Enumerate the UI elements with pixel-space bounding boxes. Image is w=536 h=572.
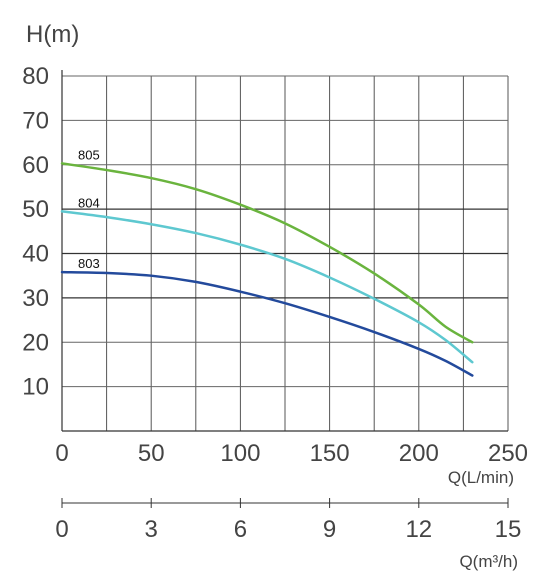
series-line-805 [60, 162, 474, 344]
series-line-804 [60, 210, 474, 364]
y-axis-label: H(m) [26, 21, 79, 48]
x2-tick-label: 0 [55, 516, 68, 543]
x-axis-label: Q(L/min) [448, 468, 514, 487]
y-tick-label: 40 [22, 241, 49, 268]
x2-tick-label: 15 [495, 516, 522, 543]
x2-axis-label: Q(m³/h) [459, 552, 518, 571]
series-lines [60, 162, 474, 377]
series-line-803 [60, 270, 474, 377]
x2-tick-label: 6 [234, 516, 247, 543]
x-tick-label: 250 [488, 440, 528, 467]
y-tick-label: 80 [22, 63, 49, 90]
x-tick-label: 200 [399, 440, 439, 467]
x2-tick-label: 12 [405, 516, 432, 543]
x-tick-label: 0 [55, 440, 68, 467]
y-tick-label: 20 [22, 329, 49, 356]
y-tick-label: 70 [22, 107, 49, 134]
tick-labels: 10 20 30 40 50 60 70 80 0 50 100 150 200 250 0 3 6 9 12 15 8… [22, 63, 528, 543]
y-tick-label: 60 [22, 152, 49, 179]
grid [62, 75, 509, 431]
x2-tick-label: 3 [145, 516, 158, 543]
x2-tick-label: 9 [323, 516, 336, 543]
y-tick-label: 30 [22, 285, 49, 312]
x-tick-label: 150 [310, 440, 350, 467]
y-tick-label: 50 [22, 196, 49, 223]
series-label-805: 805 [78, 147, 100, 162]
series-label-804: 804 [78, 195, 100, 210]
y-tick-label: 10 [22, 374, 49, 401]
x-tick-label: 50 [138, 440, 165, 467]
series-label-803: 803 [78, 256, 100, 271]
x-tick-label: 100 [220, 440, 260, 467]
axes [61, 70, 509, 508]
